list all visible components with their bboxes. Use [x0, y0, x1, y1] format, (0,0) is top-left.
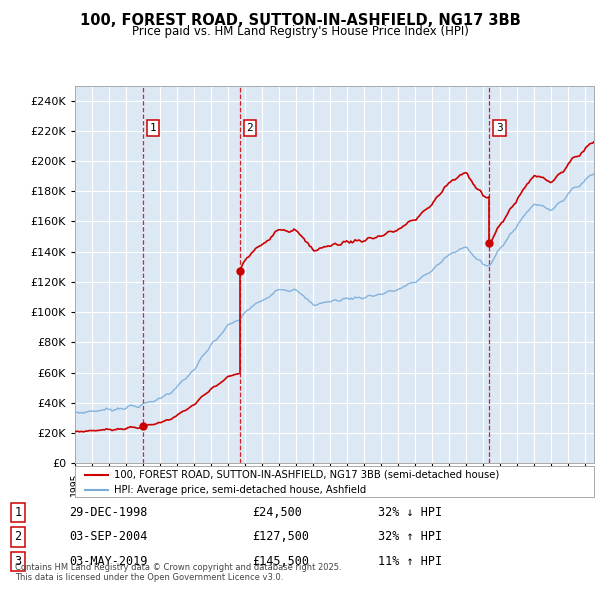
Text: 29-DEC-1998: 29-DEC-1998 [69, 506, 148, 519]
Text: HPI: Average price, semi-detached house, Ashfield: HPI: Average price, semi-detached house,… [114, 485, 366, 495]
Text: 03-SEP-2004: 03-SEP-2004 [69, 530, 148, 543]
Text: 3: 3 [496, 123, 503, 133]
Text: 2: 2 [14, 530, 22, 543]
Text: 32% ↓ HPI: 32% ↓ HPI [378, 506, 442, 519]
Text: £24,500: £24,500 [252, 506, 302, 519]
Text: 100, FOREST ROAD, SUTTON-IN-ASHFIELD, NG17 3BB: 100, FOREST ROAD, SUTTON-IN-ASHFIELD, NG… [80, 13, 520, 28]
Text: 1: 1 [150, 123, 157, 133]
Text: £127,500: £127,500 [252, 530, 309, 543]
Text: Price paid vs. HM Land Registry's House Price Index (HPI): Price paid vs. HM Land Registry's House … [131, 25, 469, 38]
Text: 03-MAY-2019: 03-MAY-2019 [69, 555, 148, 568]
Text: 11% ↑ HPI: 11% ↑ HPI [378, 555, 442, 568]
Text: 3: 3 [14, 555, 22, 568]
Text: 32% ↑ HPI: 32% ↑ HPI [378, 530, 442, 543]
Text: 100, FOREST ROAD, SUTTON-IN-ASHFIELD, NG17 3BB (semi-detached house): 100, FOREST ROAD, SUTTON-IN-ASHFIELD, NG… [114, 470, 499, 480]
Text: 2: 2 [247, 123, 253, 133]
Text: Contains HM Land Registry data © Crown copyright and database right 2025.
This d: Contains HM Land Registry data © Crown c… [15, 563, 341, 582]
Text: 1: 1 [14, 506, 22, 519]
Text: £145,500: £145,500 [252, 555, 309, 568]
